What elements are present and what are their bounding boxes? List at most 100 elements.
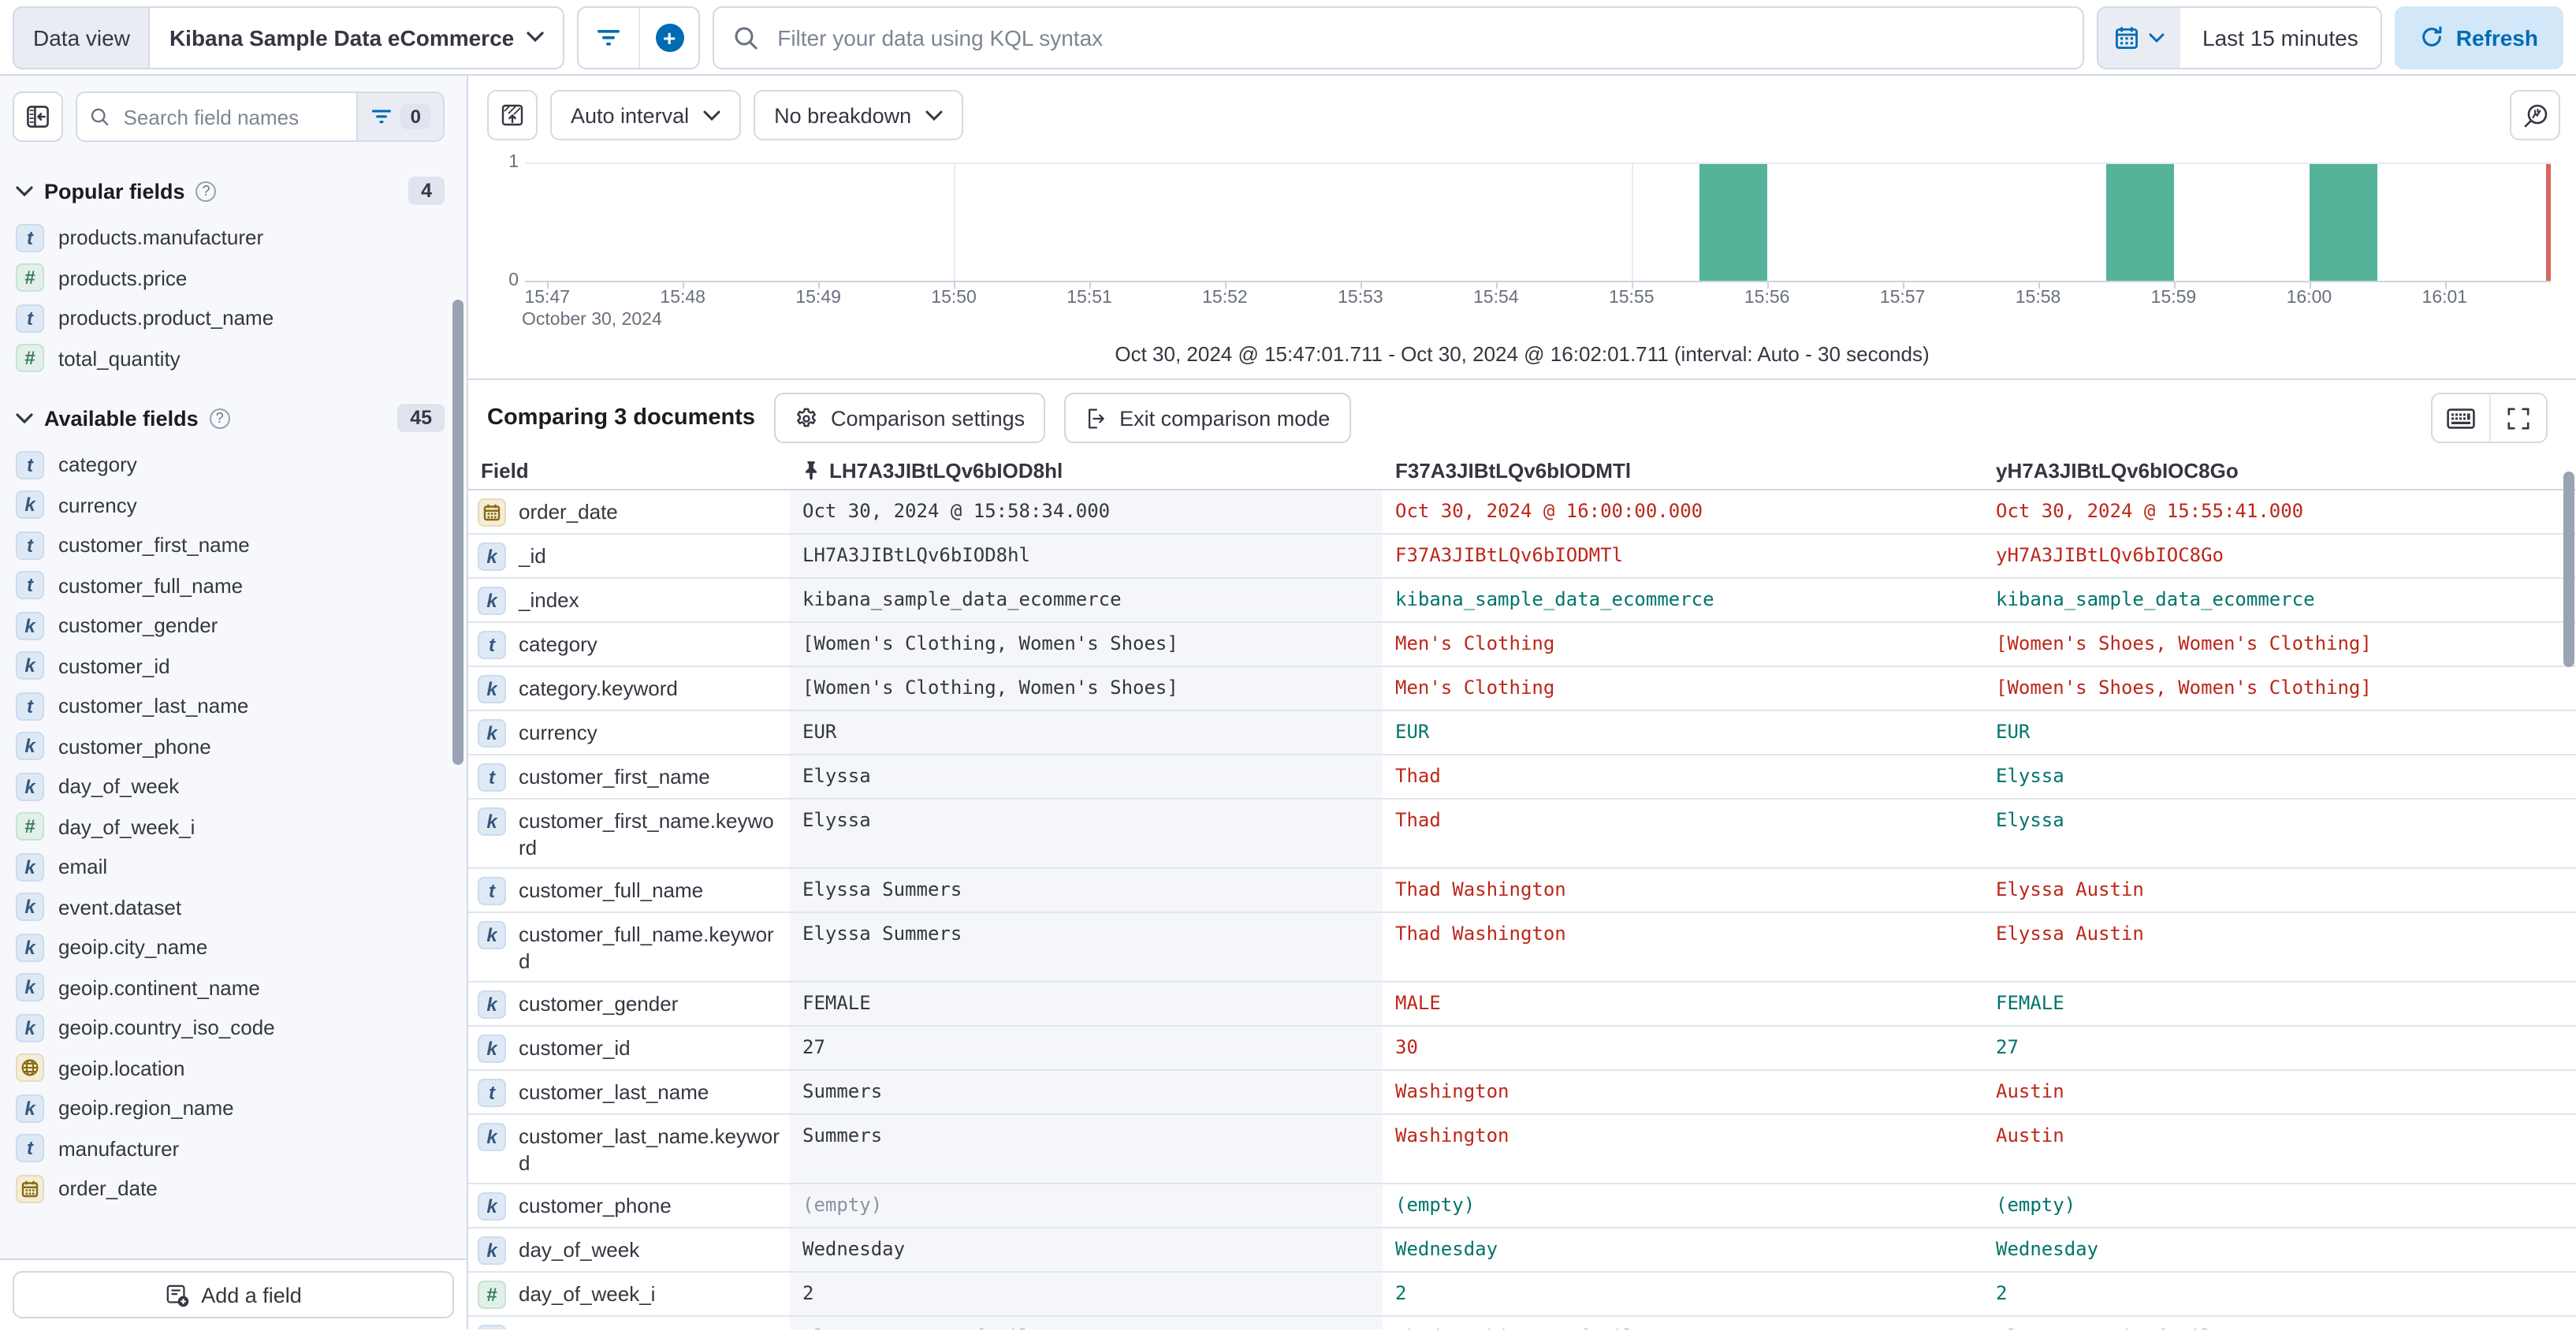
sidebar-field-day_of_week_i[interactable]: # day_of_week_i bbox=[0, 807, 467, 847]
field-cell[interactable]: # day_of_week_i bbox=[468, 1273, 790, 1315]
field-cell[interactable]: k customer_id bbox=[468, 1027, 790, 1069]
field-cell[interactable]: k email bbox=[468, 1317, 790, 1329]
sidebar-field-event.dataset[interactable]: k event.dataset bbox=[0, 887, 467, 927]
field-cell[interactable]: t customer_full_name bbox=[468, 869, 790, 912]
histogram-bar-15:55:30[interactable] bbox=[1699, 164, 1767, 281]
sidebar-field-category[interactable]: t category bbox=[0, 445, 467, 485]
field-search-input[interactable] bbox=[120, 103, 344, 130]
sidebar-field-products.product_name[interactable]: t products.product_name bbox=[0, 298, 467, 338]
add-field-button[interactable]: Add a field bbox=[13, 1271, 454, 1318]
pinned-doc-column-header[interactable]: LH7A3JIBtLQv6bIOD8hl bbox=[790, 456, 1383, 486]
field-search-box[interactable] bbox=[77, 103, 357, 130]
field-cell[interactable]: k customer_full_name.keyword bbox=[468, 913, 790, 981]
sidebar-field-products.price[interactable]: # products.price bbox=[0, 258, 467, 298]
breakdown-dropdown[interactable]: No breakdown bbox=[754, 90, 964, 140]
field-cell[interactable]: k currency bbox=[468, 711, 790, 754]
sidebar-field-geoip.continent_name[interactable]: k geoip.continent_name bbox=[0, 967, 467, 1008]
interval-dropdown[interactable]: Auto interval bbox=[550, 90, 742, 140]
data-view-select[interactable]: Kibana Sample Data eCommerce bbox=[148, 6, 565, 69]
chevron-down-icon bbox=[16, 412, 33, 423]
keyword-token-icon: k bbox=[16, 852, 44, 882]
keyboard-shortcuts-button[interactable] bbox=[2433, 394, 2489, 442]
field-name-label: category bbox=[58, 453, 137, 477]
data-view-label: Data view bbox=[13, 6, 149, 69]
main-panel: Auto interval No breakdown 1 0 15:4 bbox=[468, 76, 2576, 1329]
add-filter-button[interactable]: + bbox=[638, 7, 698, 67]
sidebar-field-day_of_week[interactable]: k day_of_week bbox=[0, 766, 467, 807]
calendar-menu-button[interactable] bbox=[2098, 7, 2181, 67]
sidebar-field-geoip.city_name[interactable]: k geoip.city_name bbox=[0, 927, 467, 967]
comparison-table-header: Field LH7A3JIBtLQv6bIOD8hl F37A3JIBtLQv6… bbox=[468, 456, 2576, 490]
sidebar-scrollbar[interactable] bbox=[452, 300, 463, 765]
sidebar-field-customer_phone[interactable]: k customer_phone bbox=[0, 726, 467, 766]
field-cell[interactable]: t customer_first_name bbox=[468, 755, 790, 798]
histogram-toggle-icon bbox=[501, 104, 523, 126]
field-cell[interactable]: k _index bbox=[468, 579, 790, 621]
sidebar-field-customer_last_name[interactable]: t customer_last_name bbox=[0, 686, 467, 726]
value-cell: (empty) bbox=[1395, 1194, 1476, 1216]
pinned-doc-id: LH7A3JIBtLQv6bIOD8hl bbox=[829, 459, 1063, 483]
value-cell: F37A3JIBtLQv6bIODMTl bbox=[1395, 544, 1623, 566]
inspect-chart-button[interactable] bbox=[2510, 90, 2560, 140]
field-cell[interactable]: k customer_first_name.keyword bbox=[468, 800, 790, 867]
kql-search-input[interactable] bbox=[774, 23, 2064, 51]
sidebar-field-customer_first_name[interactable]: t customer_first_name bbox=[0, 525, 467, 565]
sidebar-field-customer_id[interactable]: k customer_id bbox=[0, 646, 467, 686]
time-interval-caption: Oct 30, 2024 @ 15:47:01.711 - Oct 30, 20… bbox=[468, 336, 2576, 380]
keyword-token-icon: k bbox=[478, 921, 506, 949]
sidebar-field-customer_gender[interactable]: k customer_gender bbox=[0, 606, 467, 646]
field-name-label: customer_first_name bbox=[58, 533, 250, 557]
field-filter-button[interactable]: 0 bbox=[356, 93, 443, 140]
x-axis-tick-mark bbox=[2173, 282, 2176, 289]
field-cell[interactable]: k customer_last_name.keyword bbox=[468, 1115, 790, 1183]
collapse-sidebar-button[interactable] bbox=[13, 91, 63, 142]
doc-column-header[interactable]: F37A3JIBtLQv6bIODMTl bbox=[1395, 459, 1632, 483]
refresh-button[interactable]: Refresh bbox=[2394, 6, 2563, 69]
chart-gridline bbox=[954, 164, 956, 281]
sidebar-field-order_date[interactable]: order_date bbox=[0, 1169, 467, 1209]
x-axis-tick-mark bbox=[1902, 282, 1904, 289]
sidebar-field-manufacturer[interactable]: t manufacturer bbox=[0, 1128, 467, 1169]
histogram-bar-16:00:00[interactable] bbox=[2309, 164, 2377, 281]
comparison-settings-button[interactable]: Comparison settings bbox=[774, 393, 1046, 443]
keyword-token-icon: k bbox=[478, 542, 506, 571]
value-cell: 30 bbox=[1395, 1036, 1418, 1058]
sidebar-field-email[interactable]: k email bbox=[0, 847, 467, 887]
value-cell: Washington bbox=[1395, 1124, 1509, 1146]
saved-filters-button[interactable] bbox=[579, 7, 638, 67]
plot-area[interactable] bbox=[525, 162, 2551, 282]
doc-column-header[interactable]: yH7A3JIBtLQv6bIOC8Go bbox=[1996, 459, 2239, 483]
field-cell[interactable]: t category bbox=[468, 623, 790, 666]
exit-comparison-button[interactable]: Exit comparison mode bbox=[1064, 393, 1351, 443]
sidebar-field-geoip.country_iso_code[interactable]: k geoip.country_iso_code bbox=[0, 1008, 467, 1048]
sidebar-field-geoip.location[interactable]: geoip.location bbox=[0, 1048, 467, 1088]
time-range-value[interactable]: Last 15 minutes bbox=[2180, 7, 2381, 67]
field-cell[interactable]: order_date bbox=[468, 490, 790, 533]
field-cell[interactable]: t customer_last_name bbox=[468, 1071, 790, 1113]
comparison-table: Field LH7A3JIBtLQv6bIOD8hl F37A3JIBtLQv6… bbox=[468, 456, 2576, 1329]
histogram-bar-15:58:30[interactable] bbox=[2105, 164, 2174, 281]
popular-fields-header[interactable]: Popular fields ? 4 bbox=[0, 164, 467, 214]
available-fields-header[interactable]: Available fields ? 45 bbox=[0, 391, 467, 442]
table-scrollbar[interactable] bbox=[2563, 472, 2574, 667]
data-view-picker: Data view Kibana Sample Data eCommerce bbox=[13, 6, 565, 69]
field-name-label: customer_phone bbox=[519, 1194, 672, 1217]
fields-sidebar: 0 Popular fields ? 4 t products.manufactu… bbox=[0, 76, 468, 1329]
fullscreen-button[interactable] bbox=[2489, 394, 2546, 442]
value-cell: Thad bbox=[1395, 765, 1441, 787]
field-name-label: customer_first_name bbox=[519, 765, 710, 789]
chart-options-button[interactable] bbox=[487, 90, 538, 140]
sidebar-field-total_quantity[interactable]: # total_quantity bbox=[0, 338, 467, 378]
field-cell[interactable]: k category.keyword bbox=[468, 667, 790, 710]
sidebar-field-products.manufacturer[interactable]: t products.manufacturer bbox=[0, 218, 467, 258]
field-cell[interactable]: k customer_phone bbox=[468, 1184, 790, 1227]
sidebar-field-currency[interactable]: k currency bbox=[0, 485, 467, 525]
sidebar-field-customer_full_name[interactable]: t customer_full_name bbox=[0, 565, 467, 606]
field-cell[interactable]: k day_of_week bbox=[468, 1228, 790, 1271]
sidebar-field-geoip.region_name[interactable]: k geoip.region_name bbox=[0, 1088, 467, 1128]
kql-search-bar[interactable] bbox=[713, 6, 2085, 69]
field-cell[interactable]: k customer_gender bbox=[468, 982, 790, 1025]
field-cell[interactable]: k _id bbox=[468, 535, 790, 577]
field-name-label: customer_phone bbox=[58, 734, 211, 759]
chevron-down-icon bbox=[16, 185, 33, 196]
